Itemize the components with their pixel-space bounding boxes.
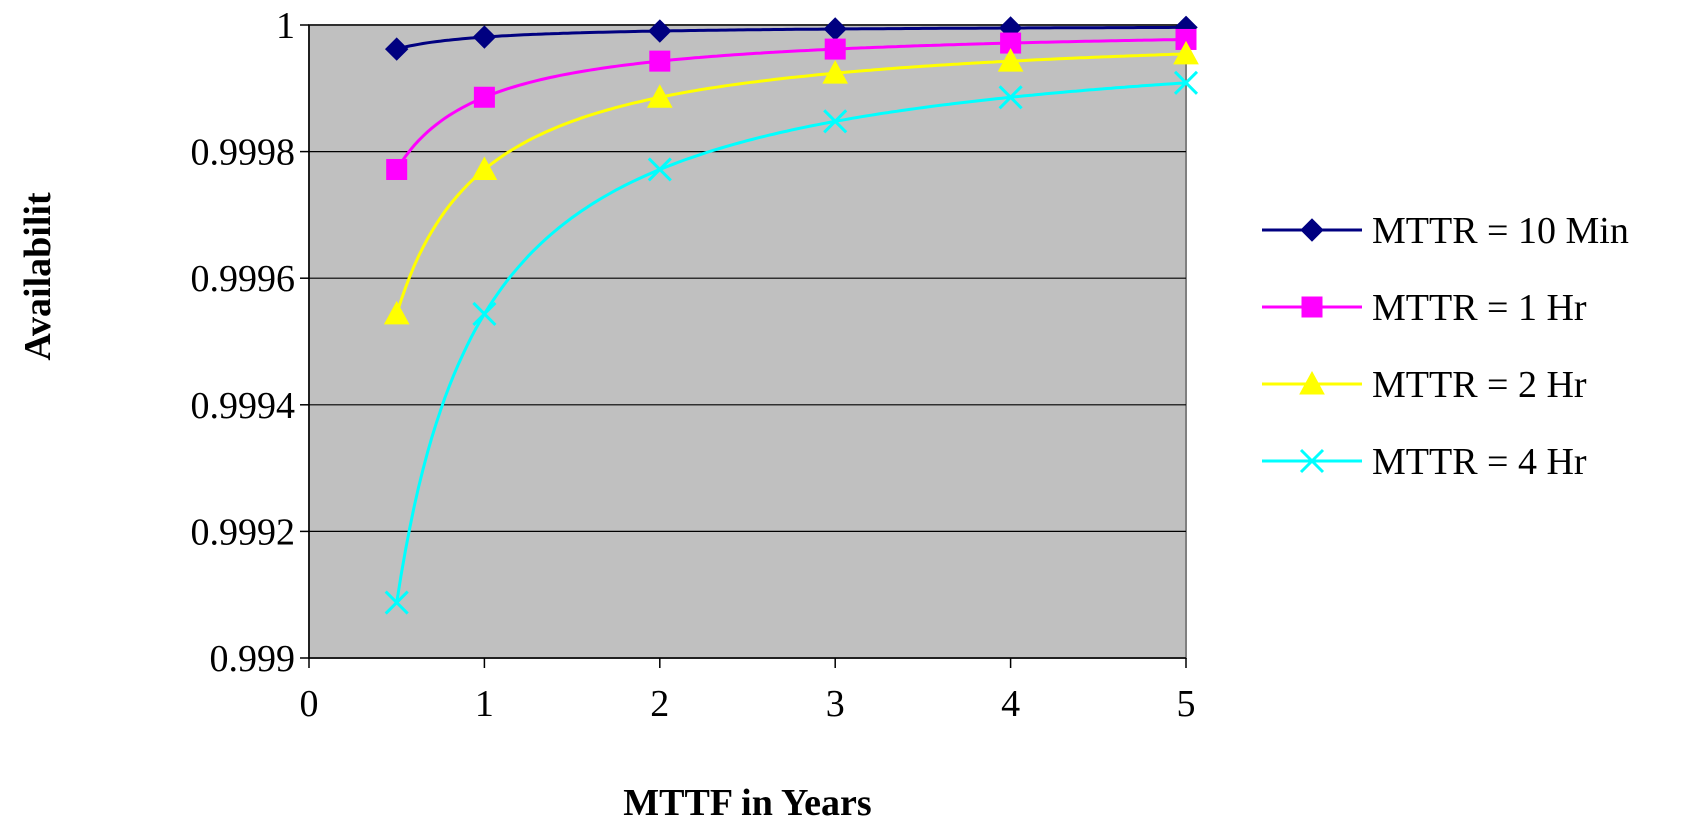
data-point — [646, 84, 673, 108]
legend-marker — [1299, 448, 1325, 474]
data-point — [472, 301, 497, 326]
x-tick-label: 2 — [650, 683, 669, 725]
data-point — [647, 157, 672, 182]
legend-item: MTTR = 10 Min — [1262, 210, 1629, 252]
series-line — [395, 81, 1187, 603]
series-line — [395, 38, 1186, 171]
data-point — [998, 85, 1023, 110]
data-point — [648, 19, 672, 43]
data-point — [384, 590, 409, 615]
y-tick-label: 0.9994 — [191, 385, 296, 427]
data-point — [997, 48, 1024, 72]
y-tick-label: 0.9992 — [191, 511, 296, 553]
data-point — [471, 156, 498, 180]
data-point — [383, 300, 410, 325]
series-line — [395, 52, 1187, 315]
legend: MTTR = 10 Min MTTR = 1 Hr MTTR = 2 Hr MTTR … — [1262, 210, 1629, 483]
legend-label: MTTR = 4 Hr — [1372, 441, 1587, 483]
legend-item: MTTR = 1 Hr — [1262, 287, 1587, 329]
data-point — [1173, 40, 1199, 65]
y-axis-title: Availabilit — [17, 192, 59, 361]
data-point — [649, 50, 671, 72]
y-tick-label: 0.9996 — [191, 258, 296, 300]
x-tick-label: 5 — [1177, 683, 1196, 725]
legend-label: MTTR = 2 Hr — [1372, 364, 1587, 406]
data-point — [473, 86, 495, 108]
data-point — [384, 37, 409, 61]
legend-marker — [1301, 296, 1323, 318]
y-tick-label: 0.999 — [210, 638, 296, 680]
legend-marker — [1300, 218, 1324, 242]
x-tick-label: 3 — [826, 683, 845, 725]
series-line — [396, 25, 1186, 51]
legend-item: MTTR = 2 Hr — [1262, 364, 1587, 406]
data-point — [823, 109, 848, 134]
legend-item: MTTR = 4 Hr — [1262, 441, 1587, 483]
x-axis-title: MTTF in Years — [623, 782, 871, 824]
x-tick-label: 1 — [475, 683, 494, 725]
data-point — [822, 60, 849, 84]
x-tick-label: 0 — [300, 683, 319, 725]
legend-label: MTTR = 1 Hr — [1372, 287, 1587, 329]
legend-label: MTTR = 10 Min — [1372, 210, 1629, 252]
data-point — [824, 38, 846, 60]
data-point — [1173, 70, 1199, 95]
data-point — [472, 25, 497, 49]
legend-marker — [1299, 370, 1325, 395]
y-tick-label: 0.9998 — [191, 132, 296, 174]
plot-area — [308, 24, 1187, 659]
data-point — [386, 158, 408, 180]
y-tick-label: 1 — [276, 5, 295, 47]
x-tick-label: 4 — [1001, 683, 1020, 725]
